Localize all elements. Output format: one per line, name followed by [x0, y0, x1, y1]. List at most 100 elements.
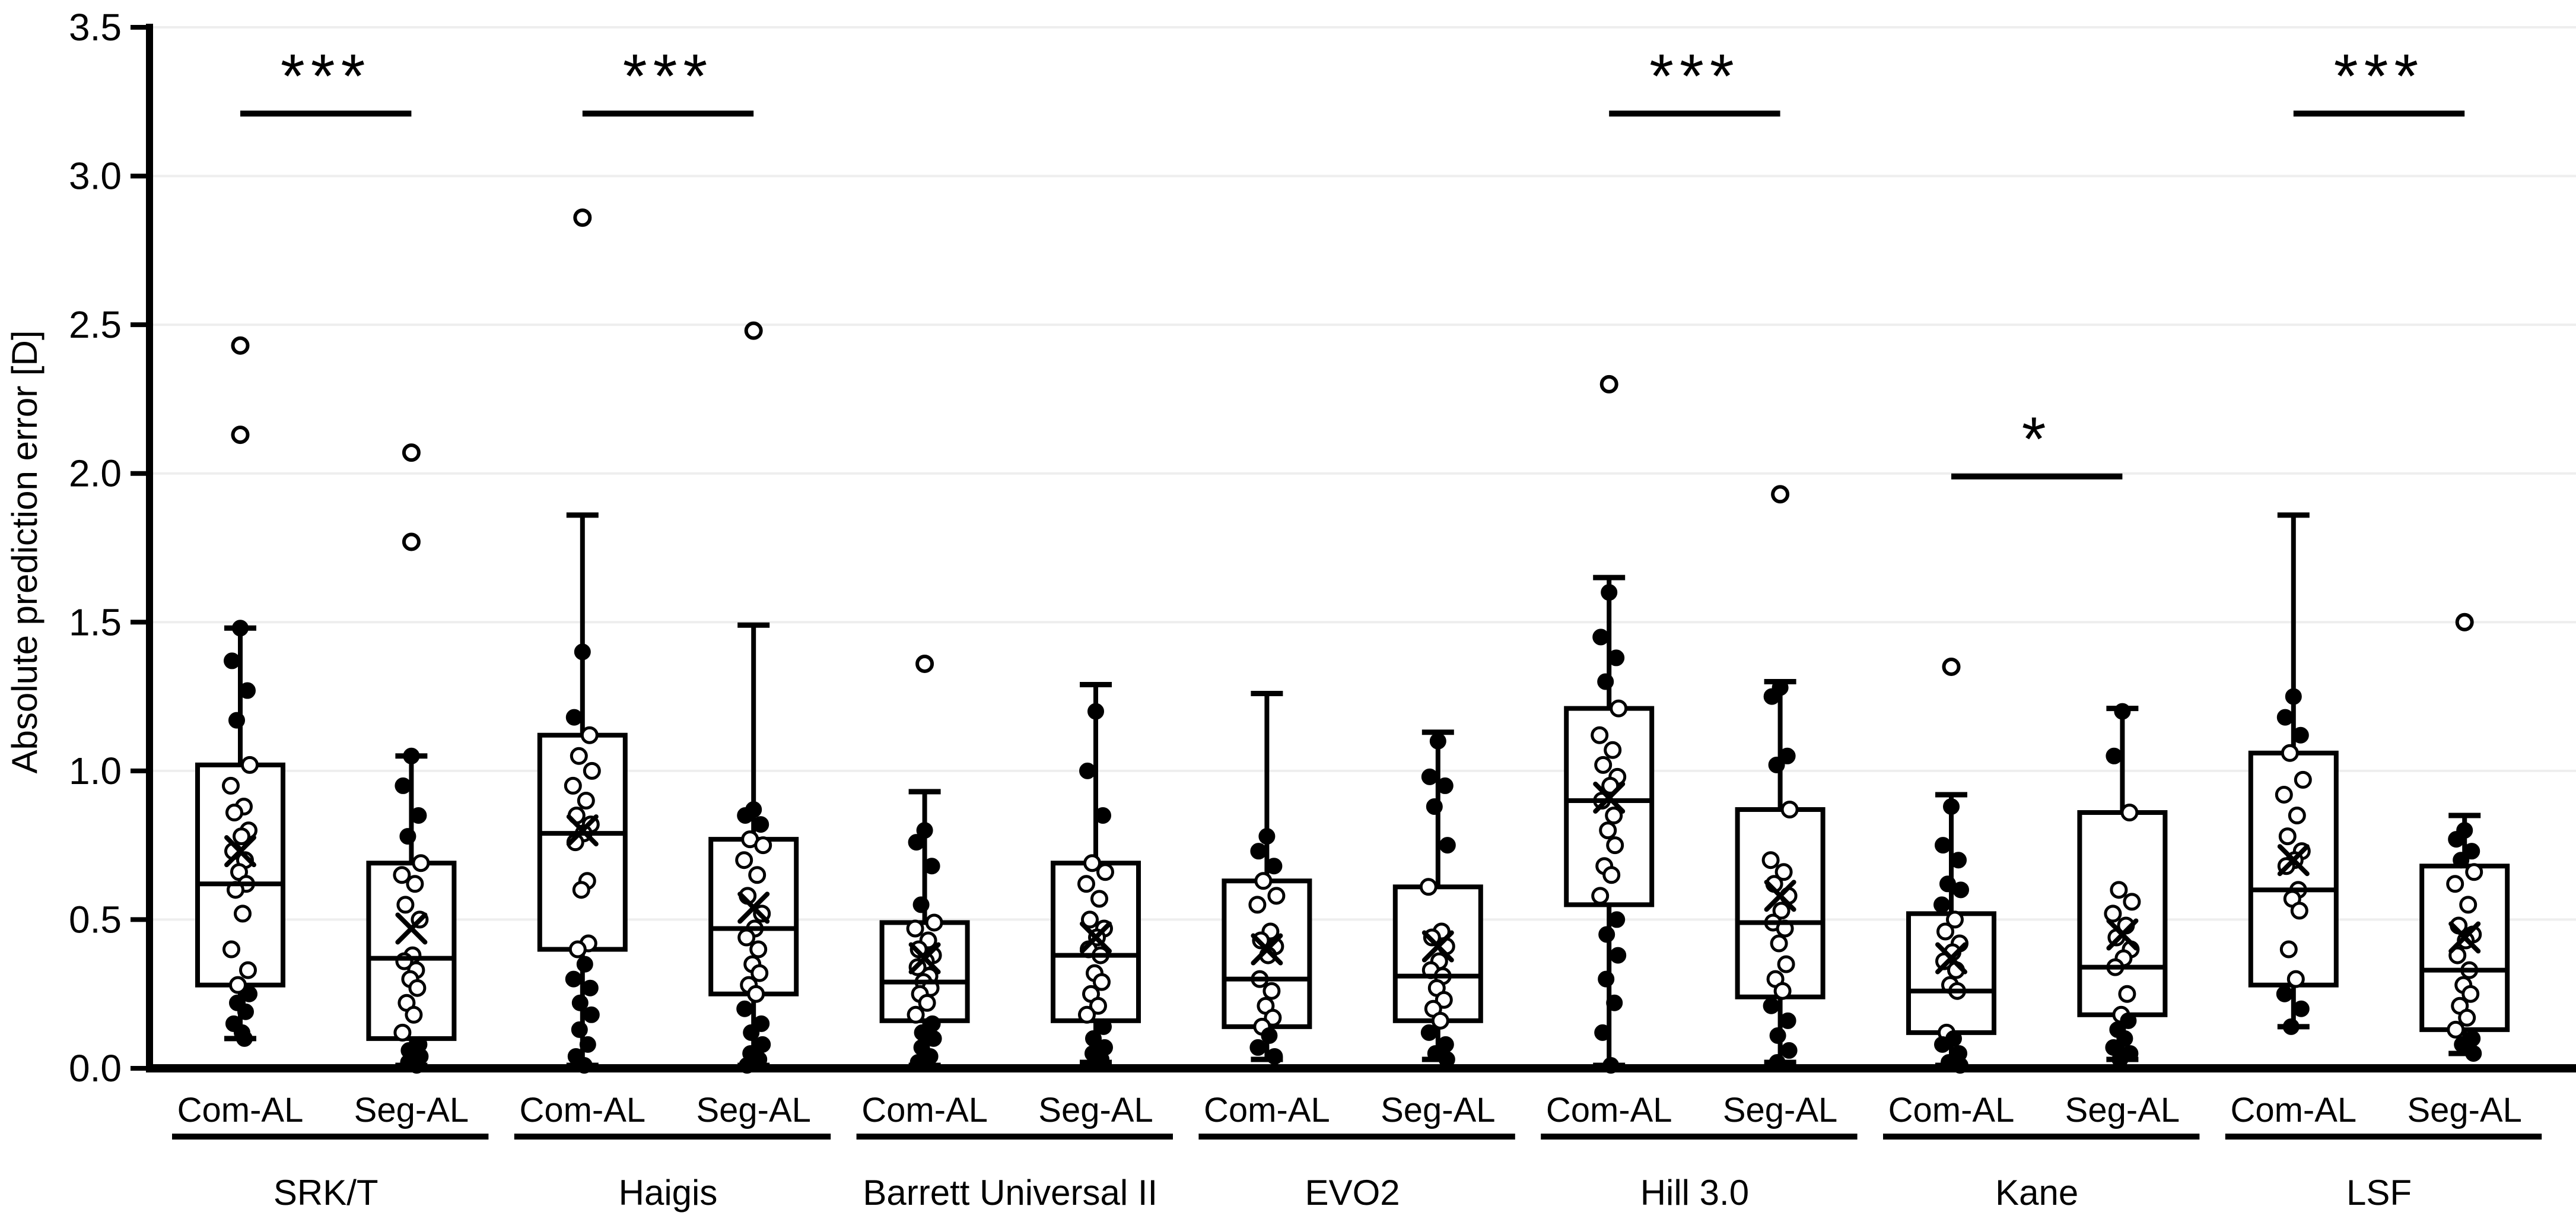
data-point [2286, 970, 2305, 988]
data-point [2463, 843, 2480, 860]
data-point [2290, 902, 2308, 920]
data-point [408, 979, 427, 997]
data-point [735, 851, 753, 869]
data-point [1594, 756, 1613, 774]
group-labels: LSF [2225, 1134, 2542, 1213]
data-point [1439, 837, 1456, 854]
data-point [925, 913, 943, 932]
outlier-point [573, 208, 592, 227]
data-point [583, 761, 601, 780]
data-point [403, 747, 420, 764]
iqr-box [2077, 810, 2168, 1017]
data-point [1087, 703, 1104, 720]
data-point [737, 807, 754, 824]
data-point [577, 791, 595, 810]
data-point [574, 643, 591, 661]
data-point [1601, 584, 1618, 601]
data-point [1935, 837, 1951, 854]
x-category-label: Seg-AL [2065, 1091, 2180, 1129]
data-point [1420, 1024, 1438, 1041]
group-labels: Haigis [514, 1134, 831, 1213]
data-point [228, 712, 245, 729]
data-point [1266, 1048, 1283, 1065]
data-point [1250, 843, 1267, 860]
mean-marker [1251, 933, 1283, 966]
group-labels: Hill 3.0 [1541, 1134, 1858, 1213]
data-point [906, 919, 924, 938]
outlier-point [402, 532, 421, 551]
significance-marker: * [1951, 405, 2123, 480]
data-point [2278, 827, 2297, 846]
data-point [580, 726, 599, 744]
data-point [239, 961, 257, 979]
mean-marker [1421, 930, 1454, 963]
data-point [739, 1056, 756, 1074]
data-point [912, 896, 930, 913]
data-point [1939, 875, 1956, 893]
data-point [406, 875, 424, 893]
data-point [1772, 902, 1791, 920]
formula-label: Hill 3.0 [1640, 1173, 1749, 1213]
x-category-label: Com-AL [861, 1091, 988, 1129]
data-point [1608, 911, 1626, 928]
data-point [1077, 875, 1095, 893]
data-point [1081, 910, 1099, 929]
mean-marker [224, 835, 256, 868]
data-point [576, 956, 593, 973]
mean-marker [1935, 942, 1967, 975]
data-point [2281, 744, 2299, 762]
data-point [747, 985, 765, 1003]
data-point [1095, 1018, 1112, 1035]
x-category-label: Com-AL [1888, 1091, 2015, 1129]
data-point [1419, 878, 1438, 896]
data-point [1248, 896, 1267, 914]
data-point [2454, 1036, 2471, 1053]
data-point [2292, 726, 2309, 744]
data-point [399, 828, 416, 845]
data-point [1610, 699, 1628, 718]
outlier-point [402, 443, 421, 462]
x-category-label: Com-AL [519, 1091, 645, 1129]
data-point [1599, 821, 1617, 840]
data-point [237, 1003, 254, 1020]
data-point [918, 994, 936, 1012]
data-point [1096, 863, 1114, 881]
group-labels: SRK/T [172, 1134, 489, 1213]
data-point [393, 1023, 412, 1042]
data-point [583, 1006, 600, 1023]
significance-stars: * [2022, 405, 2052, 474]
group-labels: Kane [1883, 1134, 2200, 1213]
data-point [1936, 922, 1954, 941]
data-point [412, 854, 430, 872]
y-tick-label: 3.0 [69, 155, 122, 198]
x-category-label: Seg-AL [1038, 1091, 1153, 1129]
y-tick-label: 2.5 [69, 303, 122, 346]
data-point [2123, 893, 2141, 911]
data-point [1602, 1056, 1620, 1074]
data-point [907, 1005, 925, 1024]
data-point [750, 964, 769, 982]
boxplot-Hill 3.0-Seg-AL: Seg-AL [1723, 485, 1837, 1129]
significance-marker: *** [582, 42, 754, 117]
data-point [1267, 887, 1286, 905]
outlier-point [915, 654, 934, 673]
data-point [1598, 926, 1615, 943]
x-category-label: Seg-AL [2407, 1091, 2521, 1129]
data-point [753, 1015, 770, 1032]
data-point [1438, 1051, 1455, 1068]
data-point [565, 970, 582, 988]
outlier-point [1942, 657, 1961, 676]
data-point [2453, 852, 2470, 869]
data-point [736, 1000, 753, 1017]
data-point [1780, 1042, 1798, 1059]
data-point [564, 776, 582, 795]
data-point [1952, 1056, 1968, 1074]
data-point [1093, 973, 1111, 991]
data-point [916, 822, 933, 839]
data-point [1780, 801, 1799, 819]
data-point [1606, 836, 1624, 855]
data-point [232, 620, 249, 637]
data-point [410, 807, 427, 824]
data-point [241, 756, 259, 774]
data-point [1597, 673, 1614, 690]
